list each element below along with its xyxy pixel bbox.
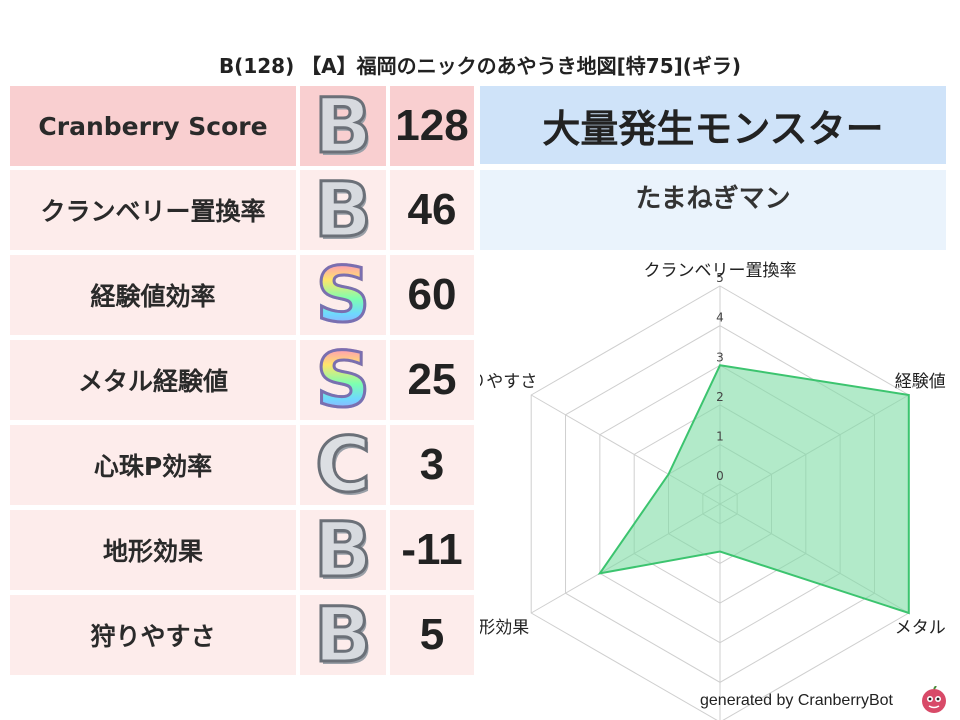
monster-heading: 大量発生モンスター [480,86,946,164]
score-row-label: 地形効果 [10,510,296,590]
radar-tick-label: 2 [716,390,724,404]
grade-badge-cell: B [300,86,386,166]
score-row-label: メタル経験値 [10,340,296,420]
radar-axis-label: メタル [895,618,946,638]
grade-letter: B [313,165,374,254]
score-header-label: Cranberry Score [10,86,296,166]
grade-letter: S [314,250,372,339]
radar-tick-label: 0 [716,469,724,483]
grade-badge-cell: B [300,595,386,675]
grade-letter: C [314,420,373,509]
cranberry-bot-icon [922,686,946,713]
score-row-value: 5 [390,595,474,675]
grade-badge-cell: C [300,425,386,505]
page-title: B(128) 【A】福岡のニックのあやうき地図[特75](ギラ) [218,54,742,78]
score-row-label: クランベリー置換率 [10,170,296,250]
radar-tick-label: 3 [716,350,724,364]
score-row-value: -11 [390,510,474,590]
footer-credit: generated by CranberryBot [700,692,893,709]
score-header-value: 128 [390,86,474,166]
radar-axis-label: 狩りやすさ [480,372,537,392]
radar-data-area [597,364,910,615]
radar-axis-label: 経験値 [895,372,946,392]
score-row-value: 3 [390,425,474,505]
grade-badge-cell: B [300,170,386,250]
score-row-value: 60 [390,255,474,335]
radar-axis-label: 地形効果 [480,618,529,638]
grade-badge-cell: B [300,510,386,590]
radar-tick-label: 5 [716,271,724,285]
radar-chart: 012345クランベリー置換率経験値メタル心珠P地形効果狩りやすさ [480,261,946,720]
grade-badge-cell: S [300,340,386,420]
radar-tick-label: 4 [716,311,724,325]
radar-axis-label: クランベリー置換率 [644,261,797,281]
radar-tick-label: 1 [716,430,724,444]
score-row-value: 46 [390,170,474,250]
score-row-label: 狩りやすさ [10,595,296,675]
monster-name: たまねぎマン [480,170,946,250]
score-row-label: 心珠P効率 [10,425,296,505]
grade-letter: B [313,590,374,679]
grade-letter: B [313,505,374,594]
score-row-label: 経験値効率 [10,255,296,335]
grade-badge-cell: S [300,255,386,335]
score-row-value: 25 [390,340,474,420]
grade-letter: S [314,335,372,424]
grade-letter: B [313,81,374,170]
